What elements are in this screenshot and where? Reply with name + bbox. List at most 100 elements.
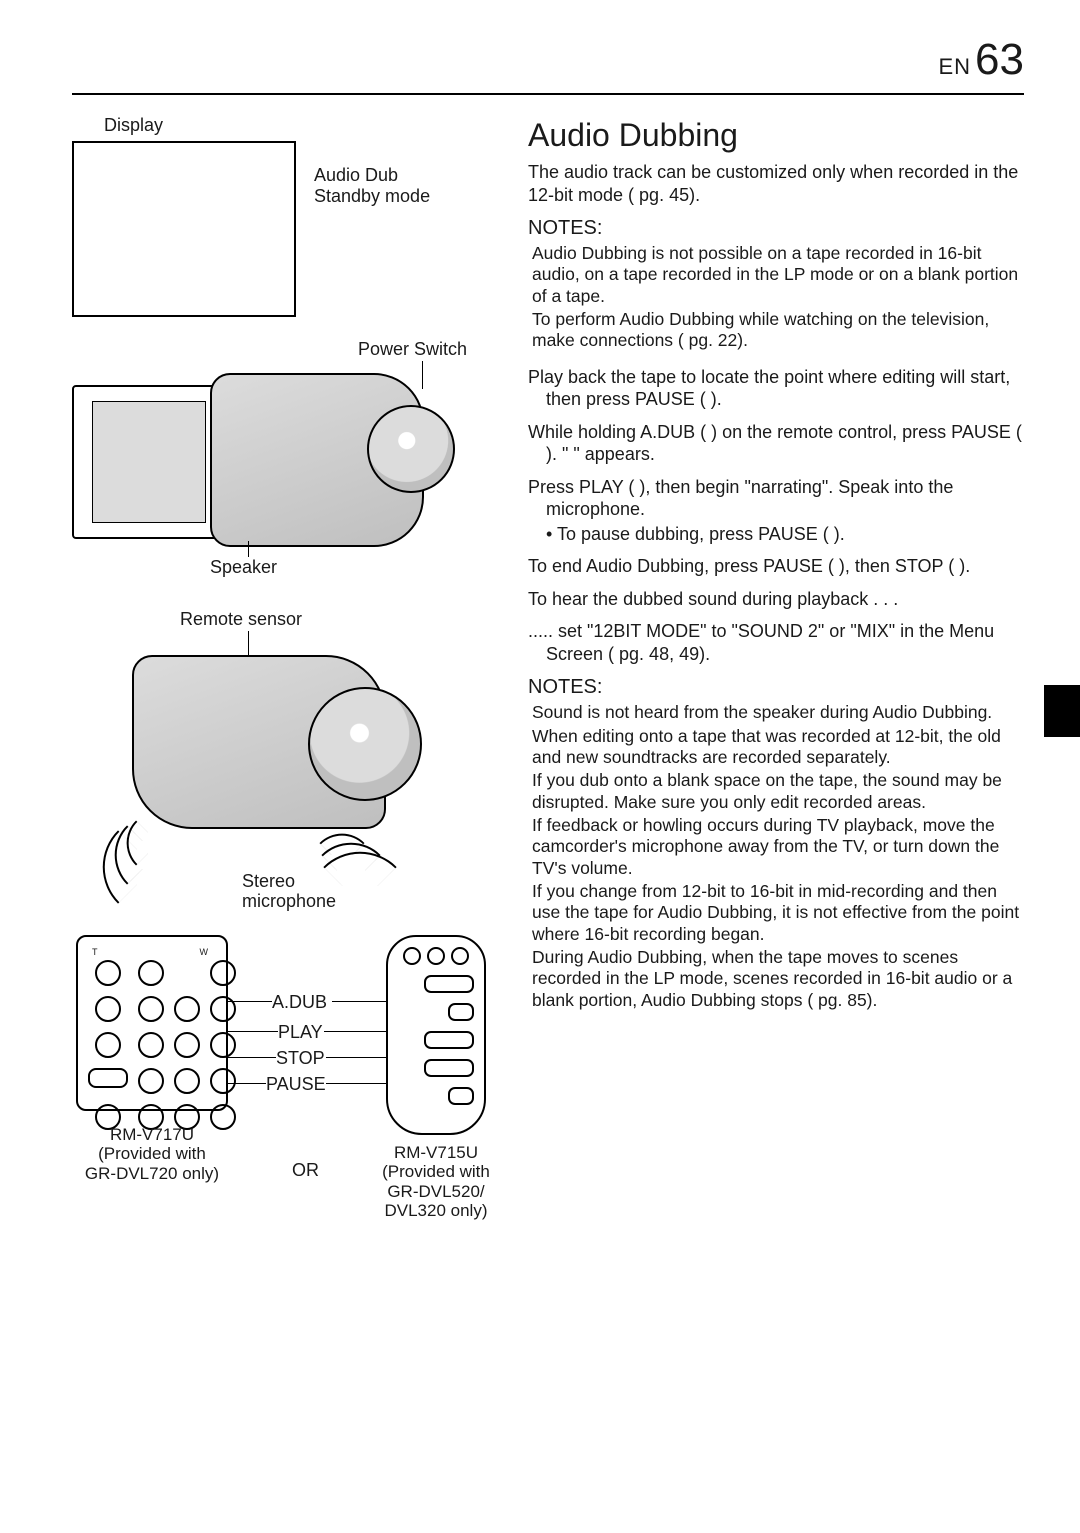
pause-label: PAUSE xyxy=(266,1073,326,1096)
remote-button-icon xyxy=(448,1087,474,1105)
remote-button-icon xyxy=(210,1032,236,1058)
remote-rm-v717u-icon: T W xyxy=(76,935,228,1111)
stereo-l2: microphone xyxy=(242,891,336,911)
play-label: PLAY xyxy=(278,1021,323,1044)
note-item: If you change from 12-bit to 16-bit in m… xyxy=(532,881,1024,945)
remote-sensor-label: Remote sensor xyxy=(180,609,302,631)
note-item: Sound is not heard from the speaker duri… xyxy=(532,702,1024,723)
page-header: EN 63 xyxy=(72,32,1024,95)
display-rectangle xyxy=(72,141,296,317)
notes-heading: NOTES: xyxy=(528,675,1024,700)
tw-row: T W xyxy=(92,947,212,958)
note-item: During Audio Dubbing, when the tape move… xyxy=(532,947,1024,1011)
callout-line xyxy=(422,361,423,389)
display-label: Display xyxy=(104,115,492,137)
step-item: Press PLAY ( ), then begin "narrating". … xyxy=(528,476,1024,546)
note-item: If you dub onto a blank space on the tap… xyxy=(532,770,1024,813)
adub-label: A.DUB xyxy=(272,991,327,1014)
remote-button-icon xyxy=(210,960,236,986)
remote-button-icon xyxy=(138,1068,164,1094)
remote-button-icon xyxy=(210,1068,236,1094)
intro-paragraph: The audio track can be customized only w… xyxy=(528,161,1024,206)
step-item: Play back the tape to locate the point w… xyxy=(528,366,1024,411)
display-mode-l1: Audio Dub xyxy=(314,165,398,185)
remote-button-icon xyxy=(403,947,421,965)
cap-l1: RM-V717U xyxy=(110,1125,194,1144)
cap-l3: GR-DVL720 only) xyxy=(85,1164,219,1183)
step-text: Play back the tape to locate the point w… xyxy=(528,367,1010,410)
display-mode-label: Audio Dub Standby mode xyxy=(314,165,430,208)
remote-button-icon xyxy=(88,1068,128,1088)
remote-button-icon xyxy=(451,947,469,965)
remote-button-icon xyxy=(95,1032,121,1058)
stereo-l1: Stereo xyxy=(242,871,295,891)
speaker-label: Speaker xyxy=(210,557,277,579)
remote-button-icon xyxy=(138,1032,164,1058)
remote-button-icon xyxy=(424,1059,474,1077)
step-text: While holding A.DUB ( ) on the remote co… xyxy=(528,422,1022,465)
figure-remotes: T W xyxy=(72,935,492,1205)
note-item: Audio Dubbing is not possible on a tape … xyxy=(532,243,1024,307)
tw-t: T xyxy=(92,947,102,958)
section-title: Audio Dubbing xyxy=(528,115,1024,155)
remote-button-icon xyxy=(138,960,164,986)
remote-button-icon xyxy=(174,1068,200,1094)
notes-heading: NOTES: xyxy=(528,216,1024,241)
remote-button-icon xyxy=(424,975,474,993)
step-item: To end Audio Dubbing, press PAUSE ( ), t… xyxy=(528,555,1024,578)
cap-r1: RM-V715U xyxy=(394,1143,478,1162)
callout-line xyxy=(248,631,249,657)
cap-r4: DVL320 only) xyxy=(384,1201,487,1220)
remote-button-icon xyxy=(174,1032,200,1058)
remote-right-caption: RM-V715U (Provided with GR-DVL520/ DVL32… xyxy=(356,1143,516,1221)
section-tab xyxy=(1044,685,1080,737)
notes-list-1: Audio Dubbing is not possible on a tape … xyxy=(528,243,1024,352)
display-mode-l2: Standby mode xyxy=(314,186,430,206)
tw-w: W xyxy=(200,947,213,958)
step-text: To end Audio Dubbing, press PAUSE ( ), t… xyxy=(528,556,970,576)
figure-camcorder-front: Remote sensor Stereo microphone xyxy=(72,609,452,929)
camcorder-lcd-icon xyxy=(72,385,226,539)
callout-line xyxy=(332,1001,388,1002)
cap-l2: (Provided with xyxy=(98,1144,206,1163)
step-item: While holding A.DUB ( ) on the remote co… xyxy=(528,421,1024,466)
stop-label: STOP xyxy=(276,1047,325,1070)
callout-line xyxy=(248,541,249,557)
note-item: To perform Audio Dubbing while watching … xyxy=(532,309,1024,352)
note-item: When editing onto a tape that was record… xyxy=(532,726,1024,769)
cap-r3: GR-DVL520/ xyxy=(387,1182,484,1201)
figure-display: Display Audio Dub Standby mode xyxy=(72,115,492,317)
page-number: 63 xyxy=(975,32,1024,87)
remote-button-icon xyxy=(448,1003,474,1021)
callout-line xyxy=(326,1057,388,1058)
callout-line xyxy=(228,1001,272,1002)
remote-rm-v715u-icon xyxy=(386,935,486,1135)
hear-line-2: ..... set "12BIT MODE" to "SOUND 2" or "… xyxy=(528,620,1024,665)
callout-line xyxy=(324,1031,388,1032)
steps-list: Play back the tape to locate the point w… xyxy=(528,366,1024,578)
step-sub-bullet: To pause dubbing, press PAUSE ( ). xyxy=(546,523,1024,546)
notes-list-2: Sound is not heard from the speaker duri… xyxy=(528,702,1024,1011)
lang-label: EN xyxy=(938,53,971,81)
remote-button-icon xyxy=(95,960,121,986)
figure-camcorder-rear: Power Switch Speaker xyxy=(72,345,492,575)
callout-line xyxy=(228,1057,276,1058)
remote-button-icon xyxy=(424,1031,474,1049)
step-text: Press PLAY ( ), then begin "narrating". … xyxy=(528,477,953,520)
stereo-mic-label: Stereo microphone xyxy=(242,871,336,912)
cap-r2: (Provided with xyxy=(382,1162,490,1181)
callout-line xyxy=(228,1031,278,1032)
hear-line-1: To hear the dubbed sound during playback… xyxy=(528,588,1024,611)
callout-line xyxy=(326,1083,388,1084)
remote-left-caption: RM-V717U (Provided with GR-DVL720 only) xyxy=(68,1125,236,1184)
power-switch-label: Power Switch xyxy=(358,339,467,361)
remote-button-icon xyxy=(138,996,164,1022)
remote-button-icon xyxy=(174,996,200,1022)
camcorder-lens-icon xyxy=(367,405,455,493)
remote-button-icon xyxy=(427,947,445,965)
remote-or-label: OR xyxy=(292,1159,319,1182)
note-item: If feedback or howling occurs during TV … xyxy=(532,815,1024,879)
remote-button-icon xyxy=(95,996,121,1022)
callout-line xyxy=(228,1083,266,1084)
camcorder-lens-icon xyxy=(308,687,422,801)
